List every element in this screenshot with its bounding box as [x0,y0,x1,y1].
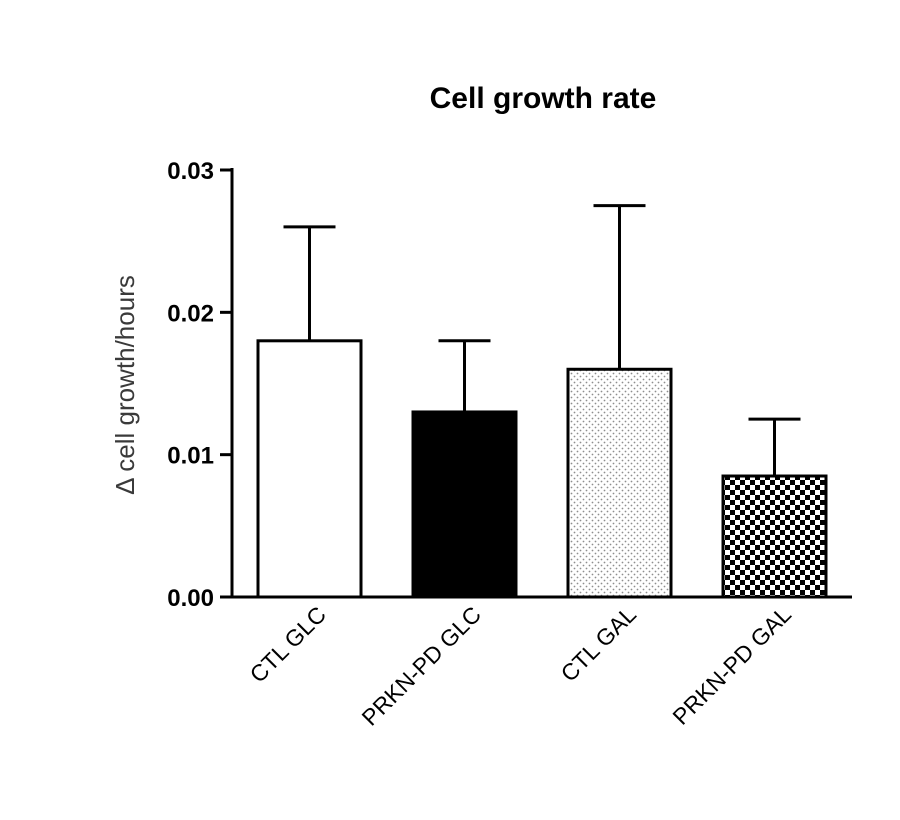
chart-title: Cell growth rate [430,82,657,115]
bar-prkn-pd-glc [411,410,518,599]
bar-ctl-gal [566,367,673,599]
x-tick-label: CTL GAL [555,601,641,687]
bar-ctl-glc [256,339,363,599]
bar-prkn-pd-gal [721,474,828,599]
y-tick-label: 0.00 [167,585,214,612]
y-tick-label: 0.03 [167,158,214,185]
y-tick-label: 0.01 [167,443,214,470]
plot-area: 0.00 0.01 0.02 0.03 CTL GLC PRKN-PD GLC CTL GA… [167,158,828,731]
x-tick-label: PRKN-PD GLC [356,601,486,731]
y-tick-label: 0.02 [167,300,214,327]
x-tick-label: PRKN-PD GAL [667,601,796,730]
x-tick-label: CTL GLC [245,601,331,687]
y-axis-label: Δ cell growth/hours [110,275,140,495]
